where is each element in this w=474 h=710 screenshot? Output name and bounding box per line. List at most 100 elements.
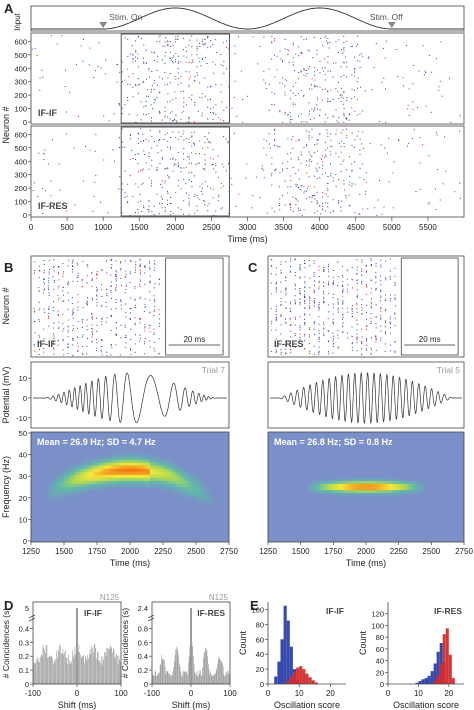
spike — [91, 314, 93, 316]
spike — [308, 66, 310, 68]
heat-cell — [320, 490, 324, 494]
spike — [162, 45, 164, 47]
spike — [343, 90, 345, 92]
ytick-label: 20 — [256, 665, 264, 674]
xtick-label: 3000 — [239, 223, 257, 232]
blue-histogram-bar — [436, 651, 440, 684]
heat-cell — [189, 493, 194, 497]
spike — [100, 351, 102, 353]
spike — [273, 211, 275, 213]
spike — [157, 55, 159, 57]
spike — [48, 271, 50, 273]
spike — [314, 280, 315, 282]
spike — [329, 100, 331, 102]
spike — [303, 186, 305, 188]
coincidence-bar — [194, 672, 196, 684]
spike — [370, 347, 372, 349]
spike — [77, 350, 79, 352]
coincidence-bar — [109, 645, 111, 684]
spike — [148, 266, 150, 268]
heat-cell — [153, 480, 157, 485]
spike — [82, 354, 84, 355]
spike — [425, 105, 427, 107]
spike — [164, 206, 166, 208]
heat-cell — [385, 480, 390, 485]
spike — [82, 39, 84, 40]
spike — [158, 309, 160, 311]
neuron-label: N125 — [100, 593, 120, 602]
coincidence-bar — [82, 656, 84, 684]
spike — [332, 199, 334, 201]
heat-cell — [192, 474, 197, 479]
spike — [297, 78, 299, 80]
heat-cell — [362, 493, 367, 497]
spike — [268, 143, 270, 145]
spike — [380, 307, 382, 309]
spike — [91, 278, 93, 280]
spike — [189, 39, 191, 41]
heat-cell — [169, 471, 174, 476]
spike — [234, 53, 236, 55]
spike — [394, 294, 396, 296]
y-axis-label: Count — [358, 631, 368, 656]
spike — [115, 290, 117, 291]
x-axis-label: Time (ms) — [110, 558, 150, 568]
spike — [124, 170, 126, 172]
spike — [220, 187, 222, 189]
spike — [101, 296, 103, 297]
spike — [129, 53, 131, 55]
spike — [185, 71, 187, 73]
spike — [324, 121, 326, 123]
heat-cell — [47, 483, 52, 488]
heat-cell — [103, 456, 108, 460]
ytick-label: 0.6 — [138, 638, 148, 647]
spike — [316, 49, 318, 51]
coincidence-bar — [94, 644, 96, 684]
spike — [188, 201, 190, 203]
spike — [164, 211, 166, 213]
spike — [356, 329, 358, 331]
spike — [139, 337, 141, 339]
spike — [115, 288, 117, 290]
spike — [132, 61, 134, 63]
spike — [299, 276, 301, 278]
spike — [159, 279, 161, 280]
heat-cell — [146, 480, 151, 485]
heat-cell — [149, 471, 154, 476]
heat-cell — [80, 471, 85, 476]
spike — [299, 339, 301, 341]
coincidence-bar — [114, 658, 116, 684]
spike — [263, 138, 265, 140]
heat-cell — [139, 483, 144, 488]
spike — [370, 306, 372, 308]
spike — [384, 332, 386, 334]
spike — [360, 86, 362, 88]
x-axis-label: Time (ms) — [227, 234, 267, 244]
spike — [330, 154, 332, 156]
spike — [394, 284, 396, 286]
spike — [304, 348, 306, 350]
heat-cell — [182, 480, 187, 485]
spike — [435, 132, 437, 134]
heat-cell — [139, 459, 144, 463]
heat-cell — [408, 480, 413, 485]
spike — [130, 261, 132, 263]
y-axis-label: Neuron # — [1, 287, 11, 324]
spike — [325, 193, 327, 195]
raster-frame — [30, 255, 230, 358]
spike — [303, 74, 305, 76]
spike — [202, 59, 203, 60]
spike — [300, 71, 302, 73]
spike — [217, 155, 219, 157]
spike — [427, 203, 429, 205]
spike — [327, 101, 329, 103]
spike — [297, 184, 299, 186]
heat-cell — [90, 487, 95, 491]
spike — [191, 46, 193, 48]
spike — [242, 99, 244, 100]
spike — [356, 273, 358, 275]
xtick-label: 0 — [75, 689, 80, 698]
spike — [94, 70, 96, 72]
spike — [48, 280, 50, 282]
spike — [316, 53, 318, 55]
